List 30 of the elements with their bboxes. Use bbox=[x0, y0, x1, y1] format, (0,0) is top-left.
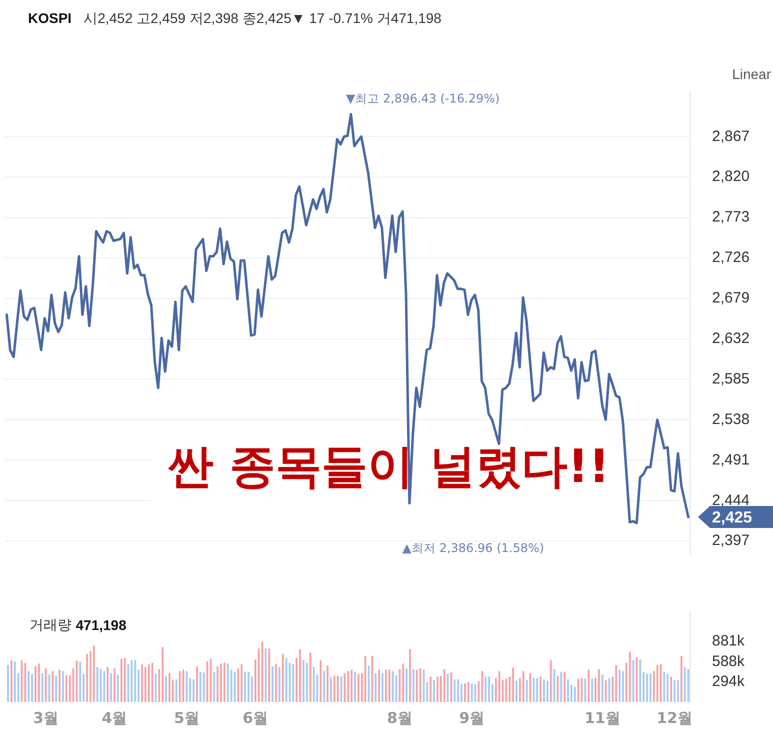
x-tick-label: 5월 bbox=[174, 708, 200, 727]
x-tick-label: 6월 bbox=[242, 708, 268, 727]
chart-title: KOSPI bbox=[28, 10, 72, 26]
y-tick-label: 588k bbox=[712, 652, 746, 670]
x-tick-label: 8월 bbox=[386, 708, 412, 727]
y-tick-label: 294k bbox=[712, 672, 746, 690]
text: 2,425 bbox=[712, 509, 752, 526]
chart-subtitle: 시2,452 고2,459 저2,398 종2,425▼ 17 -0.71% 거471,198 bbox=[84, 10, 442, 26]
y-tick-label: 2,679 bbox=[712, 290, 750, 307]
y-tick-label: 2,491 bbox=[712, 451, 750, 468]
x-tick-label: 11월 bbox=[584, 708, 620, 727]
y-tick-label: 881k bbox=[712, 632, 746, 650]
y-tick-label: 2,726 bbox=[712, 249, 750, 266]
y-tick-label: 2,397 bbox=[712, 532, 750, 550]
x-tick-label: 12월 bbox=[656, 708, 692, 727]
x-tick-label: 9월 bbox=[459, 708, 485, 727]
annotation: ▲최저 2,386.96 (1.58%) bbox=[402, 541, 544, 556]
y-tick-label: 2,538 bbox=[712, 410, 750, 428]
annotation: ▼최고 2,896.43 (-16.29%) bbox=[346, 91, 500, 106]
text: Linear bbox=[732, 66, 772, 82]
y-tick-label: 2,632 bbox=[712, 330, 750, 347]
x-tick-label: 3월 bbox=[33, 708, 59, 727]
annotation: 싼 종목들이 널렸다!! bbox=[168, 438, 610, 493]
y-tick-label: 2,867 bbox=[712, 128, 750, 145]
x-tick-label: 4월 bbox=[102, 708, 128, 727]
y-tick-label: 2,585 bbox=[712, 370, 750, 388]
text: 거래량 471,198 bbox=[29, 616, 127, 634]
y-tick-label: 2,820 bbox=[712, 168, 750, 186]
y-tick-label: 2,444 bbox=[712, 492, 750, 509]
y-tick-label: 2,773 bbox=[712, 208, 750, 226]
